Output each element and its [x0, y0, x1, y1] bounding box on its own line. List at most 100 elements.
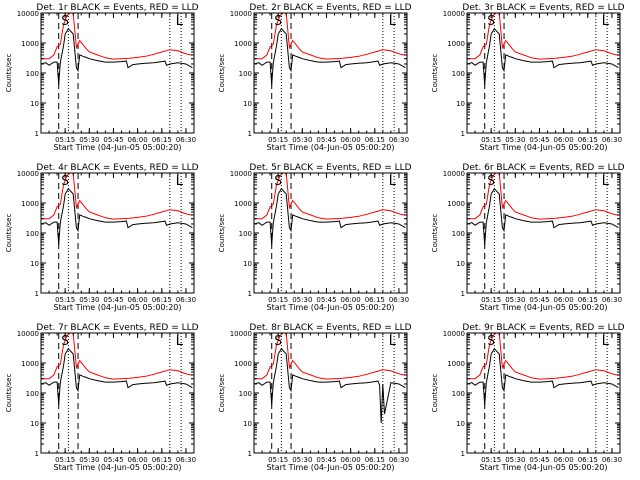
series-group	[467, 13, 619, 85]
y-tick-label: 1	[461, 450, 465, 458]
x-tick-label: 05:45	[103, 296, 123, 304]
y-tick-label: 10000	[17, 330, 39, 338]
y-tick-label: 10	[243, 420, 252, 428]
x-axis-label: Start Time (04-Jun-05 05:00:20)	[267, 143, 395, 152]
x-tick-label: 05:30	[292, 296, 312, 304]
y-tick-label: 10	[30, 260, 39, 268]
y-axis-label: Counts/sec	[431, 374, 439, 413]
lld-series-line	[254, 333, 406, 380]
plot-frame	[40, 12, 195, 134]
y-axis-label: Counts/sec	[218, 374, 226, 413]
plot-frame	[466, 172, 621, 294]
x-tick-label: 05:15	[268, 136, 288, 144]
x-tick-label: 05:30	[505, 456, 525, 464]
lld-series-line	[467, 13, 619, 60]
marker-letter: L	[602, 174, 610, 189]
events-series-line	[41, 347, 193, 405]
chart-title: Det. 2r BLACK = Events, RED = LLD	[249, 3, 411, 13]
y-tick-label: 10000	[443, 10, 465, 18]
marker-letter: L	[176, 334, 184, 349]
chart-title: Det. 8r BLACK = Events, RED = LLD	[249, 323, 411, 333]
x-tick-label: 05:15	[55, 136, 75, 144]
chart-title: Det. 1r BLACK = Events, RED = LLD	[36, 3, 198, 13]
y-tick-label: 100	[26, 390, 39, 398]
x-tick-label: 05:45	[529, 296, 549, 304]
plot-frame	[253, 332, 408, 454]
y-tick-label: 1	[248, 450, 252, 458]
y-tick-label: 100	[239, 70, 252, 78]
lld-series-line	[254, 173, 406, 220]
x-tick-label: 05:45	[316, 296, 336, 304]
y-tick-label: 1000	[234, 40, 252, 48]
y-tick-label: 10000	[17, 170, 39, 178]
x-tick-label: 05:45	[316, 456, 336, 464]
x-tick-label: 06:15	[152, 136, 172, 144]
events-series-line	[254, 187, 406, 245]
y-tick-label: 10	[30, 420, 39, 428]
y-axis-label: Counts/sec	[5, 54, 13, 93]
marker-letter: S	[274, 334, 282, 349]
y-tick-label: 1000	[21, 200, 39, 208]
y-tick-label: 1	[461, 290, 465, 298]
x-tick-label: 06:00	[128, 296, 148, 304]
x-tick-label: 05:15	[268, 296, 288, 304]
series-group	[254, 173, 406, 245]
y-tick-label: 1000	[447, 360, 465, 368]
y-axis-label: Counts/sec	[5, 214, 13, 253]
x-tick-label: 05:30	[79, 296, 99, 304]
chart-title: Det. 5r BLACK = Events, RED = LLD	[249, 163, 411, 173]
lld-series-line	[467, 333, 619, 380]
x-tick-label: 05:15	[481, 296, 501, 304]
events-series-line	[467, 27, 619, 85]
x-tick-label: 05:15	[55, 296, 75, 304]
x-axis-label: Start Time (04-Jun-05 05:00:20)	[267, 463, 395, 472]
y-tick-label: 1000	[21, 40, 39, 48]
y-tick-label: 1	[35, 450, 39, 458]
events-series-line	[254, 347, 406, 424]
x-tick-label: 06:15	[365, 136, 385, 144]
y-tick-label: 1000	[21, 360, 39, 368]
y-axis-label: Counts/sec	[431, 214, 439, 253]
series-group	[467, 173, 619, 245]
x-tick-label: 06:00	[554, 456, 574, 464]
x-tick-label: 06:30	[389, 136, 409, 144]
x-tick-label: 06:00	[128, 456, 148, 464]
lld-series-line	[254, 13, 406, 60]
marker-letter: S	[487, 14, 495, 29]
y-tick-label: 1000	[234, 360, 252, 368]
x-axis-label: Start Time (04-Jun-05 05:00:20)	[54, 463, 182, 472]
y-tick-label: 1000	[447, 40, 465, 48]
x-tick-label: 06:15	[578, 296, 598, 304]
x-tick-label: 06:30	[176, 136, 196, 144]
x-tick-label: 05:15	[55, 456, 75, 464]
marker-letter: S	[61, 174, 69, 189]
y-tick-label: 10000	[230, 10, 252, 18]
x-tick-label: 06:15	[365, 296, 385, 304]
x-tick-label: 06:30	[176, 456, 196, 464]
x-tick-label: 06:15	[152, 296, 172, 304]
y-tick-label: 100	[26, 230, 39, 238]
y-tick-label: 10	[243, 100, 252, 108]
x-tick-label: 05:30	[79, 456, 99, 464]
series-group	[41, 13, 193, 85]
x-tick-label: 06:15	[152, 456, 172, 464]
plot-frame	[253, 172, 408, 294]
y-axis-label: Counts/sec	[218, 214, 226, 253]
x-axis-label: Start Time (04-Jun-05 05:00:20)	[480, 143, 608, 152]
marker-letter: S	[61, 334, 69, 349]
lld-series-line	[467, 173, 619, 220]
y-tick-label: 10	[456, 420, 465, 428]
y-tick-label: 100	[26, 70, 39, 78]
series-group	[41, 173, 193, 245]
y-tick-label: 10000	[443, 170, 465, 178]
y-tick-label: 1	[35, 290, 39, 298]
x-tick-label: 05:45	[529, 456, 549, 464]
y-tick-label: 1000	[447, 200, 465, 208]
lld-series-line	[41, 13, 193, 60]
